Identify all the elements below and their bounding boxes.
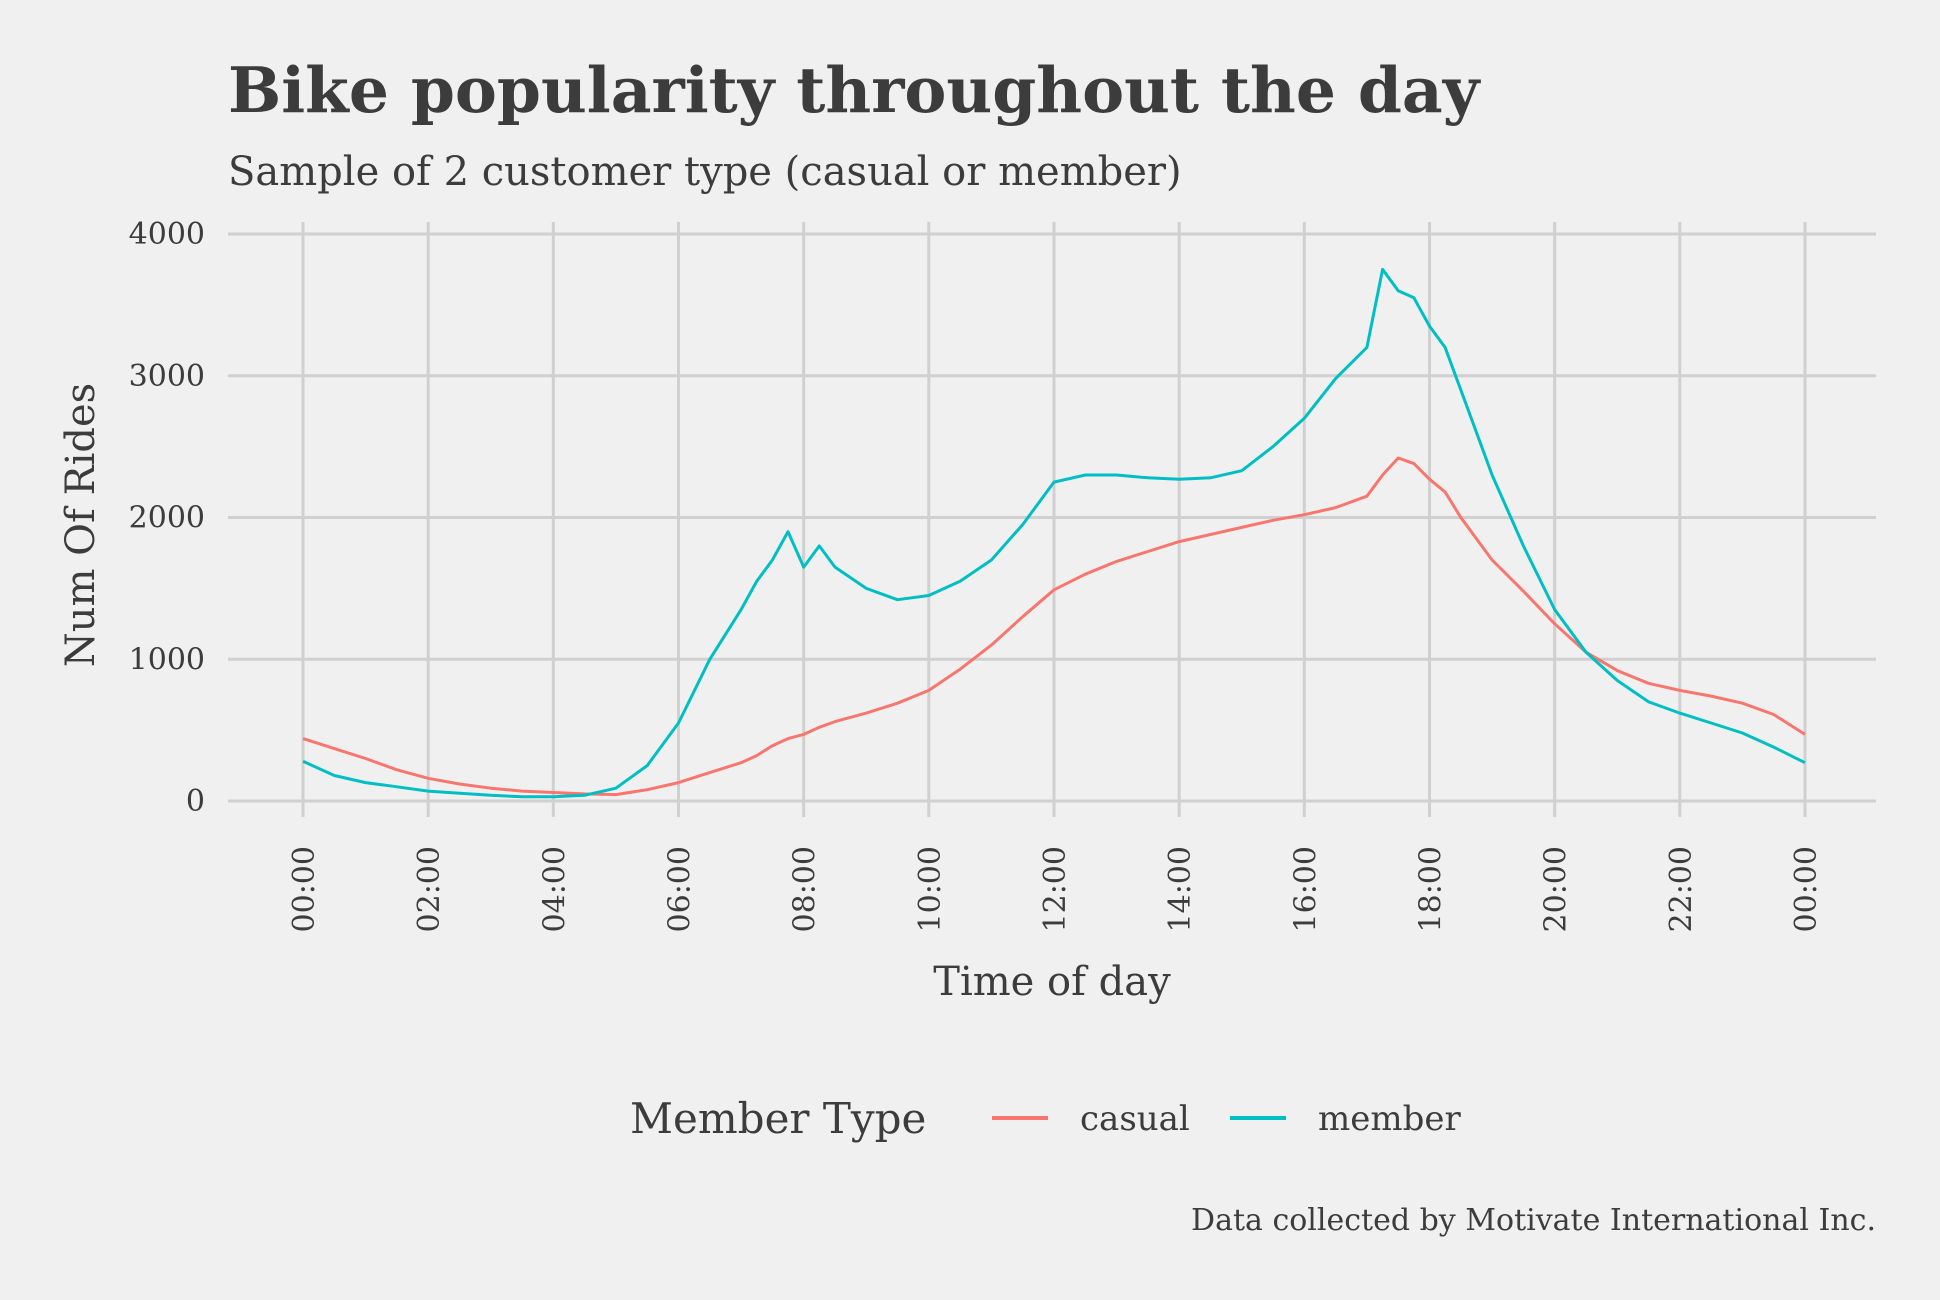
y-tick-label: 0	[186, 784, 205, 819]
x-axis-title: Time of day	[933, 959, 1171, 1005]
legend-title: Member Type	[630, 1094, 926, 1143]
y-tick-label: 4000	[129, 217, 205, 252]
x-tick-label: 04:00	[537, 846, 572, 932]
x-tick-label: 02:00	[412, 846, 447, 932]
legend: Member Type casual member	[630, 1094, 1461, 1143]
grid	[228, 222, 1876, 817]
x-tick-label: 18:00	[1414, 846, 1449, 932]
chart-title: Bike popularity throughout the day	[228, 53, 1482, 127]
y-axis-title: Num Of Rides	[58, 383, 104, 667]
x-tick-label: 00:00	[287, 846, 322, 932]
legend-label-casual: casual	[1080, 1099, 1190, 1139]
chart-subtitle: Sample of 2 customer type (casual or mem…	[228, 149, 1182, 195]
plot-area	[302, 267, 1806, 799]
x-tick-label: 16:00	[1288, 846, 1323, 932]
legend-label-member: member	[1318, 1099, 1461, 1139]
x-tick-label: 00:00	[1789, 846, 1824, 932]
x-tick-label: 20:00	[1539, 846, 1574, 932]
series-line-member	[302, 267, 1806, 799]
x-tick-label: 08:00	[788, 846, 823, 932]
x-tick-label: 22:00	[1664, 846, 1699, 932]
y-tick-label: 2000	[129, 501, 205, 536]
x-tick-label: 14:00	[1163, 846, 1198, 932]
chart-caption: Data collected by Motivate International…	[1191, 1203, 1876, 1238]
x-tick-label: 10:00	[913, 846, 948, 932]
x-axis: 00:00 02:00 04:00 06:00 08:00 10:00 12:00 14:00…	[287, 846, 1824, 932]
y-tick-label: 3000	[129, 359, 205, 394]
x-tick-label: 12:00	[1038, 846, 1073, 932]
y-axis: 0 1000 2000 3000 4000	[129, 217, 205, 819]
y-tick-label: 1000	[129, 642, 205, 677]
x-tick-label: 06:00	[663, 846, 698, 932]
